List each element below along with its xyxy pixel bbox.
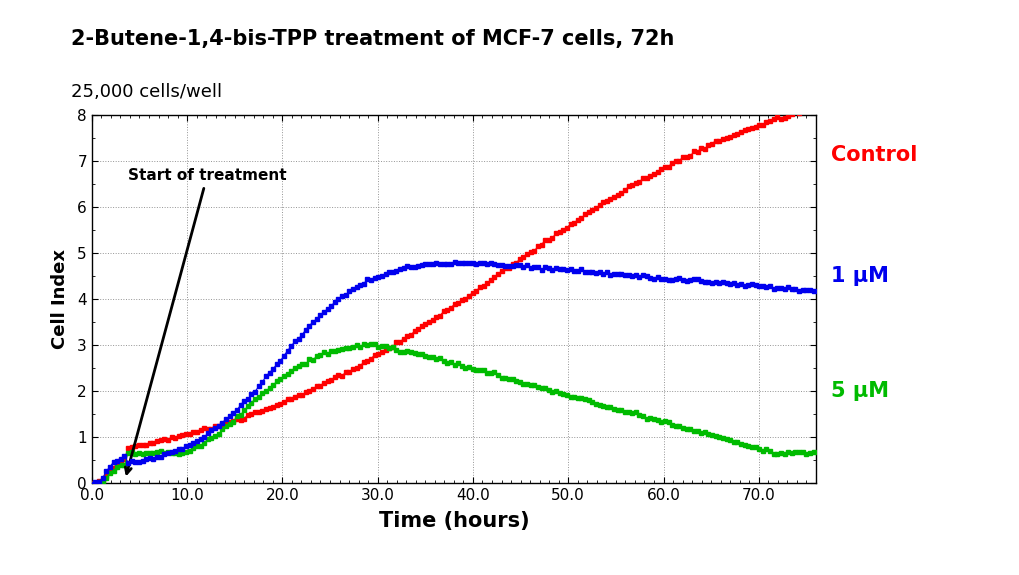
X-axis label: Time (hours): Time (hours)	[378, 511, 529, 531]
Text: 25,000 cells/well: 25,000 cells/well	[71, 83, 222, 101]
Text: 5 μM: 5 μM	[830, 381, 889, 401]
Text: 2-Butene-1,4-bis-TPP treatment of MCF-7 cells, 72h: 2-Butene-1,4-bis-TPP treatment of MCF-7 …	[71, 29, 675, 49]
Y-axis label: Cell Index: Cell Index	[51, 249, 69, 349]
Text: Control: Control	[830, 145, 917, 165]
Text: 1 μM: 1 μM	[830, 266, 889, 286]
Text: Start of treatment: Start of treatment	[125, 168, 286, 474]
